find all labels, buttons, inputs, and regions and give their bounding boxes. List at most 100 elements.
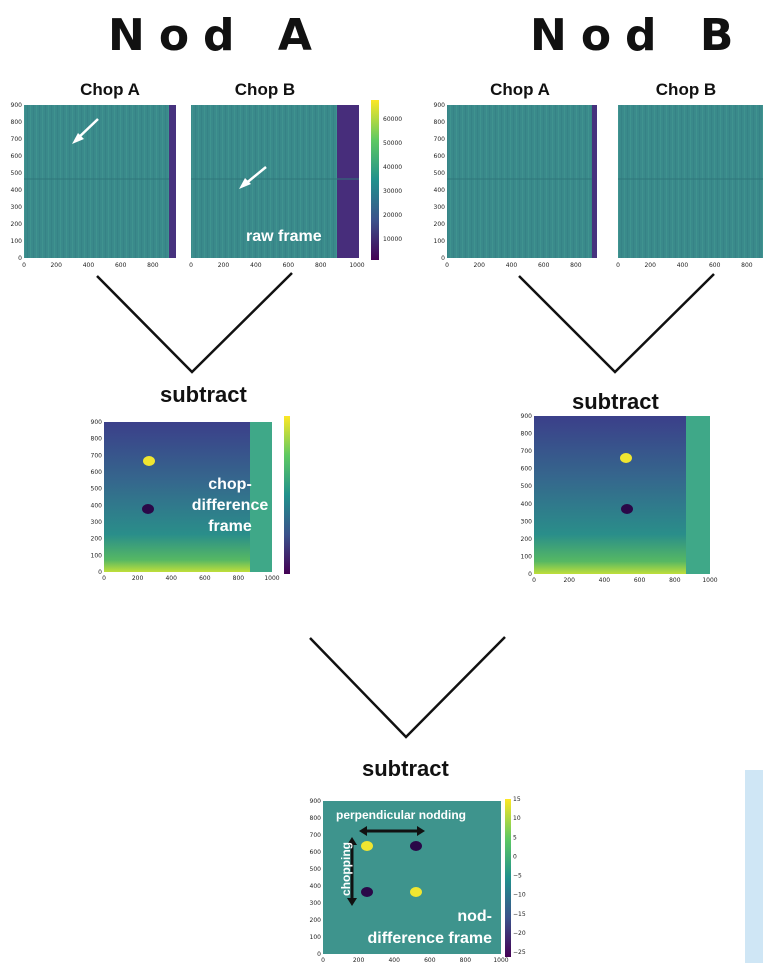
nod-b-y-tick-label: 100 (434, 238, 446, 245)
diff-a-y-tick-label: 0 (98, 569, 102, 576)
diff-a-y-tick-label: 100 (91, 552, 103, 559)
x-tick-label: 400 (677, 262, 689, 269)
diff-a-x-tick-label: 0 (102, 575, 106, 582)
x-tick-label: 200 (473, 262, 485, 269)
subtract-label-nod-a: subtract (160, 382, 247, 407)
diff-b-y-tick-label: 900 (521, 413, 533, 420)
diff-c-x-tick-label: 1000 (493, 957, 508, 964)
x-tick-label: 200 (218, 262, 230, 269)
diff-c-y-tick-label: 100 (310, 934, 322, 941)
diff-c-colorbar-tick-label: −5 (513, 873, 522, 880)
chop-diff-line-2: difference (191, 497, 269, 514)
v-connector-final (309, 636, 506, 739)
subtract-label-nod-b: subtract (572, 389, 659, 414)
x-tick-label: 400 (506, 262, 518, 269)
diff-b-x-tick-label: 0 (532, 577, 536, 584)
nod-a-y-tick-label: 300 (11, 204, 23, 211)
nod-b-y-tick-label: 300 (434, 204, 446, 211)
diff-c-y-tick-label: 200 (310, 917, 322, 924)
colorbar-tick-label: 30000 (383, 188, 402, 195)
diff-b-x-tick-label: 400 (599, 577, 611, 584)
subtract-label-final: subtract (362, 756, 449, 781)
diff-b-x-tick-label: 800 (669, 577, 681, 584)
chop-diff-line-3: frame (208, 518, 252, 535)
nod-a-y-tick-label: 600 (11, 153, 23, 160)
diff-a-y-tick-label: 800 (91, 436, 103, 443)
nod-a-chop-a-label: Chop A (80, 80, 140, 99)
chopping-label: chopping (339, 842, 353, 896)
diff-b-y-tick-label: 0 (528, 571, 532, 578)
diff-b-y-tick-label: 200 (521, 536, 533, 543)
diff-a-y-tick-label: 700 (91, 452, 103, 459)
nod-a-title: Nod A (108, 10, 326, 61)
nod-b-y-tick-label: 700 (434, 136, 446, 143)
x-tick-label: 0 (22, 262, 26, 269)
diff-b-y-tick-label: 300 (521, 518, 533, 525)
x-tick-label: 600 (115, 262, 127, 269)
diff-c-y-tick-label: 800 (310, 815, 322, 822)
raw-colorbar (371, 100, 379, 260)
nod-b-y-tick-label: 900 (434, 102, 446, 109)
diff-b-x-tick-label: 600 (634, 577, 646, 584)
x-tick-label: 800 (147, 262, 159, 269)
diff-a-x-tick-label: 800 (233, 575, 245, 582)
nod-a-y-tick-label: 900 (11, 102, 23, 109)
diff-c-y-tick-label: 700 (310, 832, 322, 839)
chop-diff-line-1: chop- (208, 476, 252, 493)
diff-a-x-tick-label: 400 (165, 575, 177, 582)
nod-diff-line-1: nod- (457, 908, 492, 925)
x-tick-label: 600 (283, 262, 295, 269)
nod-b-chop-diff-svg: 0 100 200 300 400 500 600 700 800 900 0 200 400 600 80… (521, 413, 718, 584)
x-tick-label: 800 (741, 262, 753, 269)
diff-c-colorbar-tick-label: 5 (513, 834, 517, 841)
nod-a-y-tick-label: 100 (11, 238, 23, 245)
nod-a-chop-b-panel (191, 105, 359, 258)
nod-b-chop-b-label: Chop B (655, 80, 717, 99)
positive-source (410, 887, 422, 897)
diff-c-y-tick-label: 0 (317, 951, 321, 958)
diff-c-colorbar-tick-label: 0 (513, 853, 517, 860)
nod-a-y-tick-label: 200 (11, 221, 23, 228)
diff-c-colorbar-tick-label: −20 (513, 930, 526, 937)
x-tick-label: 600 (709, 262, 721, 269)
nod-a-y-tick-label: 0 (18, 255, 22, 262)
diff-b-x-tick-label: 1000 (702, 577, 717, 584)
negative-source (361, 887, 373, 897)
x-tick-label: 200 (50, 262, 62, 269)
diff-b-x-tick-label: 200 (563, 577, 575, 584)
nod-b-y-tick-label: 200 (434, 221, 446, 228)
nod-difference-label: nod- difference frame (340, 906, 493, 950)
nod-a-chop-b-label: Chop B (234, 80, 296, 99)
nod-a-y-tick-label: 800 (11, 119, 23, 126)
diff-c-colorbar-tick-label: −25 (513, 949, 526, 956)
negative-source (621, 504, 633, 514)
nod-b-title: Nod B (530, 10, 748, 61)
diff-c-y-tick-label: 900 (310, 798, 322, 805)
positive-source (143, 456, 155, 466)
diff-c-y-tick-label: 400 (310, 883, 322, 890)
diff-a-y-tick-label: 600 (91, 469, 103, 476)
diff-c-colorbar-tick-label: −15 (513, 911, 526, 918)
perpendicular-nodding-label: perpendicular nodding (336, 808, 467, 822)
x-tick-label: 800 (570, 262, 582, 269)
diff-a-y-tick-label: 500 (91, 486, 103, 493)
cropped-side-panel (745, 770, 763, 963)
nod-b-chop-b-panel (618, 105, 763, 258)
nod-a-y-tick-label: 400 (11, 187, 23, 194)
diff-c-x-tick-label: 0 (321, 957, 325, 964)
x-tick-label: 0 (616, 262, 620, 269)
nod-b-y-tick-label: 800 (434, 119, 446, 126)
negative-source (410, 841, 422, 851)
negative-source (142, 504, 154, 514)
diff-a-y-tick-label: 200 (91, 536, 103, 543)
colorbar-tick-label: 10000 (383, 236, 402, 243)
nod-a-y-tick-label: 500 (11, 170, 23, 177)
nod-b-chop-a-panel (447, 105, 597, 258)
diff-a-x-tick-label: 1000 (264, 575, 279, 582)
diff-a-y-tick-label: 400 (91, 502, 103, 509)
diff-b-y-tick-label: 100 (521, 553, 533, 560)
chop-difference-label: chop- difference frame (190, 474, 270, 537)
diff-c-colorbar-tick-label: 10 (513, 815, 521, 822)
colorbar-tick-label: 20000 (383, 212, 402, 219)
